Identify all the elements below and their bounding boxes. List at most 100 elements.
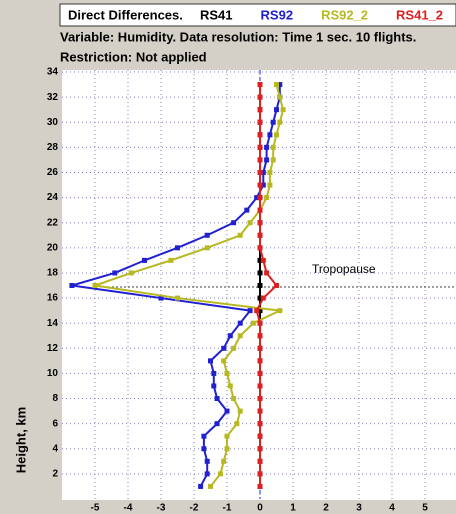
marker [112,270,118,276]
marker [280,107,286,113]
marker [257,232,263,238]
marker [214,421,220,427]
marker [260,182,266,188]
marker [214,396,220,402]
marker [270,144,276,150]
marker [201,446,207,452]
marker [158,295,164,301]
marker [267,182,273,188]
marker [227,333,233,339]
marker [254,195,260,201]
marker [257,345,263,351]
x-tick-label: -3 [157,503,166,514]
marker [257,295,263,301]
marker [257,283,263,288]
x-tick-label: 1 [290,503,296,514]
marker [277,94,283,100]
marker [257,433,263,439]
marker [267,169,273,175]
marker [274,283,279,288]
x-tick-label: -1 [223,503,232,514]
marker [257,471,263,477]
marker [208,358,213,364]
y-tick-label: 4 [52,443,58,454]
y-tick-label: 30 [47,117,59,128]
marker [264,157,270,163]
y-tick-label: 32 [47,92,59,103]
marker [224,433,230,439]
marker [208,483,213,489]
marker [237,333,243,339]
marker [237,408,243,414]
marker [257,207,263,213]
y-tick-label: 14 [47,318,59,329]
marker [257,270,263,276]
marker [224,446,230,452]
y-tick-label: 24 [47,192,59,203]
marker [257,370,263,376]
marker [257,245,263,251]
chart-title: Direct Differences. [68,7,183,22]
marker [247,308,253,314]
marker [204,471,210,477]
x-tick-label: 4 [389,503,395,514]
marker [198,483,204,489]
x-tick-label: -5 [91,503,100,514]
marker [264,195,270,201]
marker [257,119,263,125]
marker [264,144,270,150]
marker [69,283,75,288]
marker [204,232,210,238]
y-axis-label: Height, km [13,407,28,473]
marker [257,308,263,314]
legend-entry: RS92 [261,7,294,22]
marker [257,94,263,100]
y-tick-label: 20 [47,242,59,253]
marker [260,257,266,263]
x-tick-label: -4 [124,503,133,514]
marker [274,82,279,88]
legend-entry: RS41 [200,7,233,22]
marker [211,370,217,376]
marker [257,82,263,88]
marker [257,132,263,138]
marker [257,458,263,464]
marker [221,458,227,464]
marker [257,182,263,188]
marker [221,358,227,364]
y-tick-label: 26 [47,167,59,178]
marker [257,358,263,364]
marker [257,157,263,163]
x-tick-label: 3 [356,503,362,514]
marker [237,232,243,238]
marker [267,132,273,138]
marker [234,421,240,427]
marker [257,383,263,389]
y-tick-label: 28 [47,142,59,153]
marker [257,220,263,226]
marker [175,295,180,301]
header-box [59,3,456,27]
marker [260,169,266,175]
marker [204,458,210,464]
y-tick-label: 16 [47,293,59,304]
marker [142,257,147,263]
marker [227,383,233,389]
marker [257,257,263,263]
marker [257,107,263,113]
marker [257,144,263,150]
y-tick-label: 2 [52,469,58,480]
marker [250,320,256,326]
y-tick-label: 10 [47,368,59,379]
marker [277,308,283,314]
y-tick-label: 18 [47,268,59,279]
legend-entry: RS41_2 [396,7,443,22]
marker [277,119,283,125]
x-tick-label: 5 [422,503,428,514]
marker [221,345,227,351]
y-tick-label: 12 [47,343,59,354]
note: Restriction: Not applied [60,49,207,64]
marker [270,157,276,163]
marker [237,320,243,326]
